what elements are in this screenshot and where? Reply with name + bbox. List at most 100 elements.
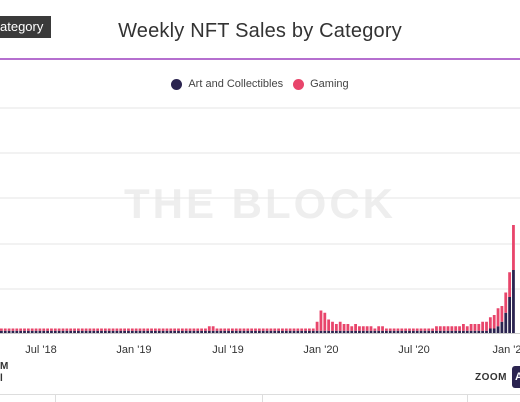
bar-art [323, 330, 327, 333]
bar-art [246, 330, 250, 333]
bar-art [227, 330, 230, 333]
bar-art [38, 330, 42, 333]
bar-art [281, 330, 284, 333]
bar-gaming [154, 328, 157, 331]
bar-art [419, 330, 423, 333]
bar-gaming [92, 328, 96, 331]
bar-gaming [350, 326, 354, 331]
bar-gaming [188, 328, 192, 331]
bar-art [130, 330, 134, 333]
bar-art [292, 330, 296, 333]
bar-art [485, 330, 488, 333]
bar-art [42, 330, 46, 333]
bar-gaming [100, 328, 103, 331]
bar-art [219, 330, 223, 333]
bar-art [84, 330, 88, 333]
bar-gaming [30, 328, 34, 331]
bar-gaming [504, 292, 508, 313]
bar-gaming [250, 328, 254, 331]
bar-gaming [377, 326, 381, 331]
bar-art [469, 330, 473, 333]
legend-item-gaming[interactable]: Gaming [293, 78, 349, 90]
bar-art [50, 330, 53, 333]
bar-art [238, 330, 242, 333]
bar-gaming [296, 328, 300, 331]
bar-gaming [119, 328, 123, 331]
bar-gaming [423, 328, 427, 331]
bar-art [100, 330, 103, 333]
bar-gaming [42, 328, 46, 331]
x-tick-label: Jan '19 [116, 344, 151, 356]
bar-art [358, 330, 361, 333]
bar-art [465, 330, 469, 333]
bar-gaming [169, 328, 173, 331]
bar-gaming [0, 328, 3, 331]
bar-gaming [373, 328, 377, 331]
bar-gaming [438, 326, 442, 331]
bar-art [327, 330, 331, 333]
bar-gaming [400, 328, 404, 331]
bar-gaming [465, 326, 469, 331]
bar-gaming [19, 328, 23, 331]
bar-gaming [223, 328, 227, 331]
bar-gaming [130, 328, 134, 331]
bar-art [46, 330, 49, 333]
bar-gaming [435, 326, 438, 331]
bar-art [415, 330, 419, 333]
bar-art [381, 330, 384, 333]
bar-gaming [338, 321, 342, 331]
bar-art [223, 330, 227, 333]
bar-gaming [207, 326, 211, 331]
bar-gaming [254, 328, 257, 331]
bar-art [73, 330, 76, 333]
bar-gaming [500, 306, 504, 322]
bar-gaming [277, 328, 280, 331]
bar-gaming [127, 328, 130, 331]
bar-art [458, 330, 461, 333]
bar-art [115, 330, 119, 333]
bar-gaming [57, 328, 61, 331]
bar-art [308, 330, 311, 333]
bar-gaming [115, 328, 119, 331]
bar-gaming [80, 328, 84, 331]
x-tick-label: Jul '18 [25, 344, 56, 356]
bar-art [273, 330, 277, 333]
bar-gaming [284, 328, 288, 331]
bar-art [7, 330, 11, 333]
bar-art [96, 330, 100, 333]
bar-gaming [65, 328, 69, 331]
bar-art [123, 330, 126, 333]
bar-gaming [365, 326, 369, 331]
bar-art [111, 330, 115, 333]
bar-gaming [334, 324, 338, 331]
title-divider [0, 58, 520, 60]
bar-gaming [481, 321, 485, 331]
bar-art [30, 330, 34, 333]
bar-gaming [23, 328, 26, 331]
bar-gaming [488, 317, 492, 329]
bar-art [173, 330, 177, 333]
bar-art [150, 330, 153, 333]
bar-art [138, 330, 142, 333]
bar-gaming [288, 328, 292, 331]
legend: Art and Collectibles Gaming [0, 78, 520, 90]
bar-gaming [200, 328, 203, 331]
bar-gaming [265, 328, 269, 331]
bar-gaming [469, 324, 473, 331]
bar-gaming [404, 328, 408, 331]
bar-gaming [454, 326, 458, 331]
bar-art [92, 330, 96, 333]
zoom-all-button[interactable]: A [512, 366, 520, 388]
bar-art [165, 330, 169, 333]
bar-art [19, 330, 23, 333]
bar-art [269, 330, 273, 333]
bar-gaming [427, 328, 431, 331]
bar-art [157, 330, 161, 333]
x-tick-label: Jan '2 [492, 344, 520, 356]
legend-item-art[interactable]: Art and Collectibles [171, 78, 283, 90]
bar-gaming [319, 310, 323, 331]
bar-gaming [354, 324, 357, 331]
bar-gaming [304, 328, 307, 331]
bar-art [61, 330, 65, 333]
bar-art [134, 330, 138, 333]
